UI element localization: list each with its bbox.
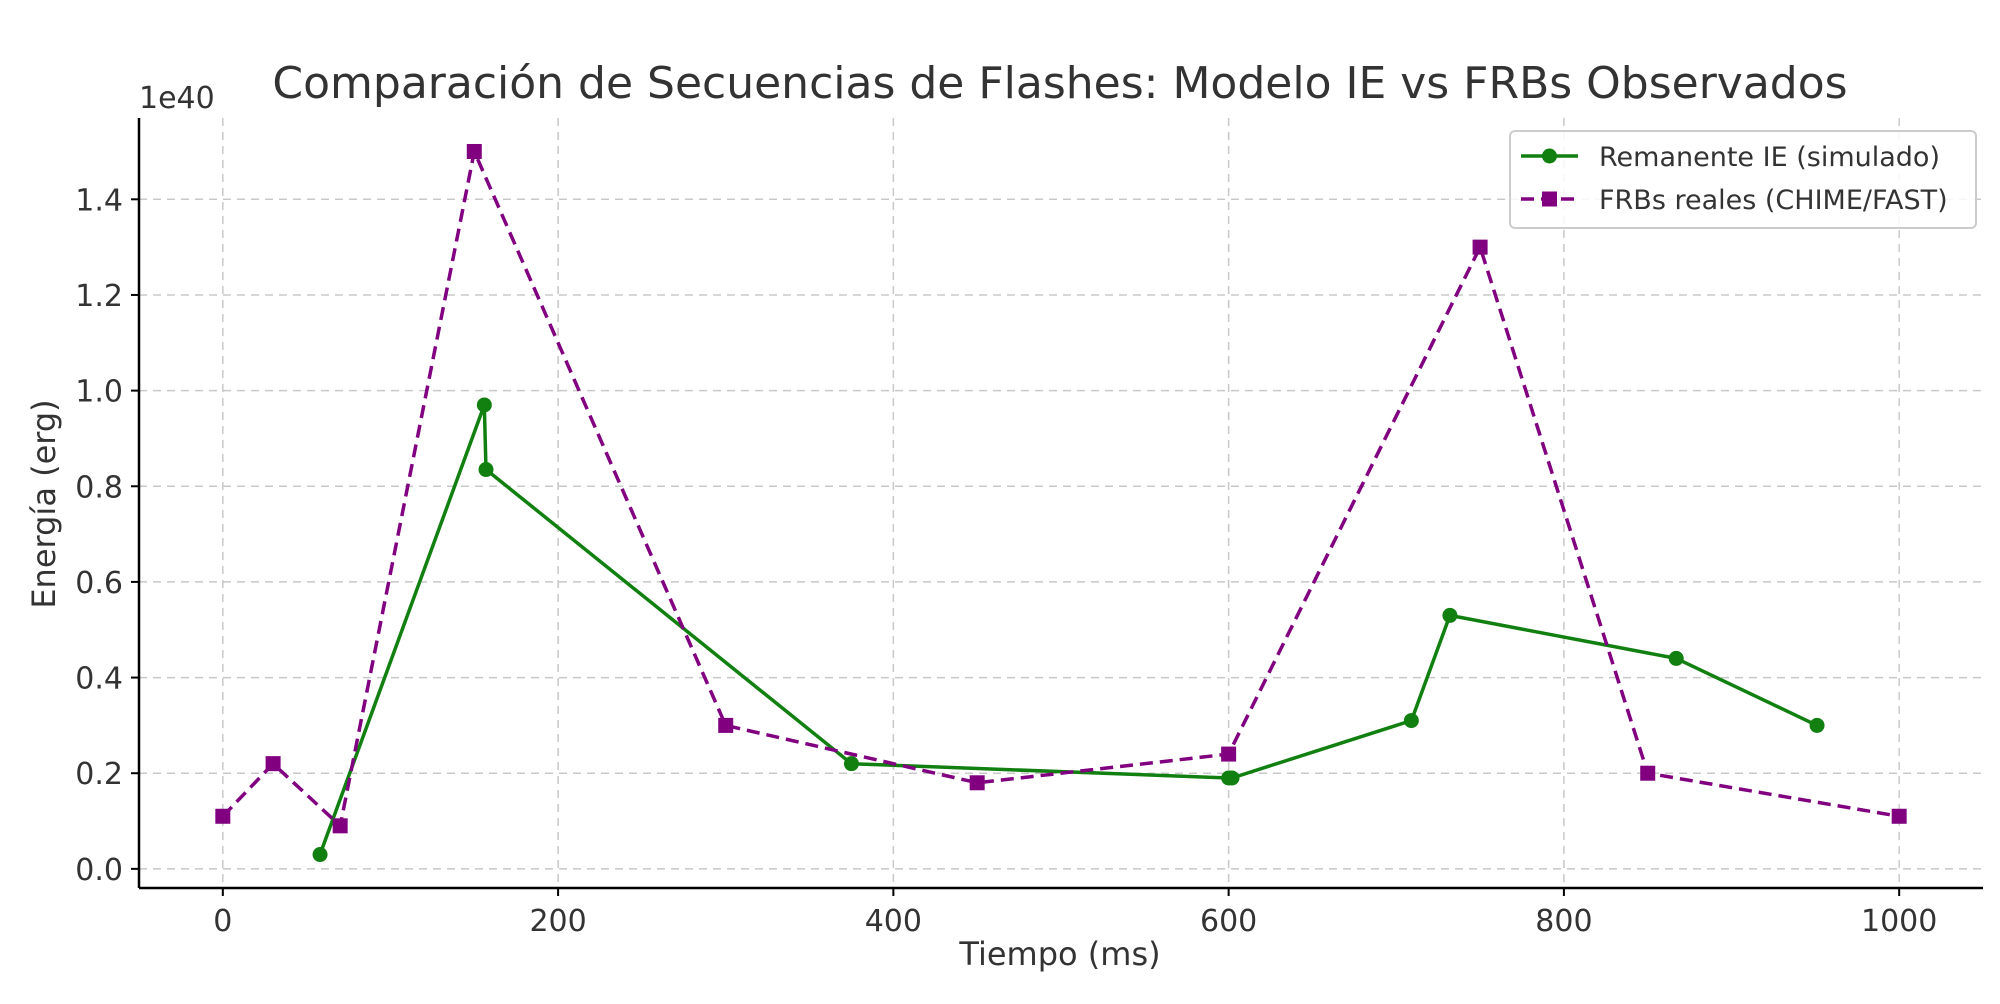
x-tick-label: 800	[1535, 904, 1592, 939]
data-point	[1668, 650, 1684, 666]
legend-marker	[1542, 148, 1557, 164]
series-2	[215, 143, 1907, 834]
x-tick-label: 1000	[1861, 904, 1937, 939]
data-point	[1403, 713, 1419, 729]
data-point	[1472, 239, 1488, 255]
series-1	[312, 397, 1825, 863]
x-axis-label: Tiempo (ms)	[958, 935, 1160, 973]
y-tick-label: 1.2	[75, 279, 123, 314]
series-line	[318, 403, 1818, 856]
y-axis-offset-label: 1e40	[139, 81, 215, 116]
x-tick-label: 600	[1200, 904, 1257, 939]
data-point	[265, 756, 281, 772]
y-tick-label: 0.6	[75, 566, 123, 601]
data-point	[1221, 746, 1237, 762]
legend-box	[1509, 130, 1977, 229]
data-point	[843, 756, 859, 772]
data-point	[1640, 765, 1656, 781]
data-point	[332, 818, 348, 834]
legend-label: Remanente IE (simulado)	[1599, 142, 1940, 173]
data-point	[312, 847, 328, 863]
legend: Remanente IE (simulado) FRBs reales (CHIM…	[1509, 130, 1977, 229]
series	[215, 143, 1907, 863]
ticks: 0 200 400 600 800 1000 0.0 0.2 0.4 0.6 0.8 1.0 1.2 1.…	[75, 183, 1937, 939]
y-tick-label: 0.2	[75, 757, 123, 792]
axes	[137, 118, 1983, 890]
data-point	[215, 808, 231, 824]
legend-item: FRBs reales (CHIME/FAST)	[1521, 185, 1948, 216]
x-tick-label: 200	[529, 904, 586, 939]
legend-label: FRBs reales (CHIME/FAST)	[1599, 185, 1948, 216]
data-point	[718, 717, 734, 733]
legend-marker	[1542, 191, 1557, 207]
chart-title: Comparación de Secuencias de Flashes: Mo…	[272, 58, 1847, 109]
y-tick-label: 1.4	[75, 183, 123, 218]
data-point	[478, 462, 494, 478]
y-tick-label: 1.0	[75, 375, 123, 410]
data-point	[1442, 607, 1458, 623]
y-axis-label: Energía (erg)	[25, 399, 63, 608]
legend-item: Remanente IE (simulado)	[1521, 142, 1940, 173]
y-tick-label: 0.0	[75, 853, 123, 888]
x-tick-label: 400	[865, 904, 922, 939]
data-point	[1224, 770, 1240, 786]
x-tick-label: 0	[213, 904, 232, 939]
data-point	[1809, 717, 1825, 733]
data-point	[466, 143, 482, 159]
y-tick-label: 0.8	[75, 470, 123, 505]
data-point	[969, 775, 985, 791]
data-point	[1891, 808, 1907, 824]
data-point	[476, 397, 492, 413]
grid	[139, 118, 1983, 888]
y-tick-label: 0.4	[75, 662, 123, 697]
series-line	[221, 149, 1900, 828]
